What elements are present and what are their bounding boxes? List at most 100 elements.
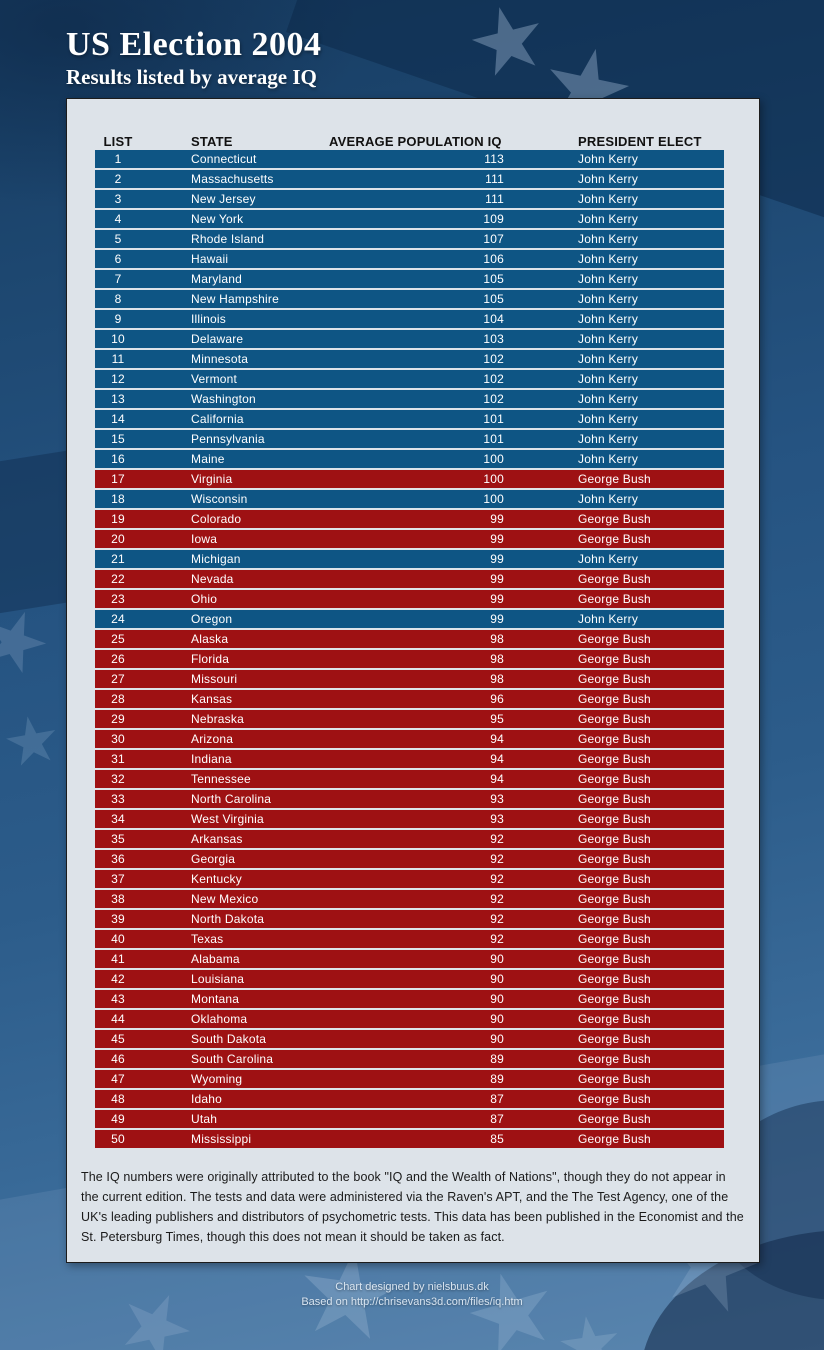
row-rank: 2 bbox=[114, 172, 122, 186]
table-row: 22 Nevada 99 George Bush bbox=[95, 570, 724, 588]
row-president: George Bush bbox=[578, 852, 651, 866]
row-iq: 92 bbox=[490, 912, 504, 926]
results-rows: 1 Connecticut 113 John Kerry 2 Massachus… bbox=[95, 150, 724, 1150]
page-title: US Election 2004 bbox=[66, 26, 322, 63]
row-iq: 90 bbox=[490, 1012, 504, 1026]
row-rank: 22 bbox=[111, 572, 125, 586]
row-rank: 14 bbox=[111, 412, 125, 426]
table-row: 5 Rhode Island 107 John Kerry bbox=[95, 230, 724, 248]
row-rank: 45 bbox=[111, 1032, 125, 1046]
row-iq: 85 bbox=[490, 1132, 504, 1146]
row-president: John Kerry bbox=[578, 372, 639, 386]
row-state: West Virginia bbox=[191, 812, 264, 826]
row-state: New York bbox=[191, 212, 244, 226]
row-rank: 19 bbox=[111, 512, 125, 526]
table-row: 4 New York 109 John Kerry bbox=[95, 210, 724, 228]
row-president: George Bush bbox=[578, 992, 651, 1006]
row-iq: 103 bbox=[483, 332, 504, 346]
row-iq: 102 bbox=[483, 372, 504, 386]
row-rank: 21 bbox=[111, 552, 125, 566]
title-block: US Election 2004 Results listed by avera… bbox=[66, 26, 321, 90]
table-row: 16 Maine 100 John Kerry bbox=[95, 450, 724, 468]
row-state: Mississippi bbox=[191, 1132, 252, 1146]
row-rank: 23 bbox=[111, 592, 125, 606]
row-rank: 38 bbox=[111, 892, 125, 906]
row-president: George Bush bbox=[578, 812, 651, 826]
row-rank: 33 bbox=[111, 792, 125, 806]
row-rank: 28 bbox=[111, 692, 125, 706]
row-president: George Bush bbox=[578, 932, 651, 946]
table-row: 23 Ohio 99 George Bush bbox=[95, 590, 724, 608]
table-row: 36 Georgia 92 George Bush bbox=[95, 850, 724, 868]
row-iq: 87 bbox=[490, 1112, 504, 1126]
row-rank: 11 bbox=[111, 352, 125, 366]
row-iq: 107 bbox=[483, 232, 504, 246]
column-header-list: LIST bbox=[103, 134, 133, 149]
row-president: George Bush bbox=[578, 472, 651, 486]
row-president: George Bush bbox=[578, 752, 651, 766]
table-row: 9 Illinois 104 John Kerry bbox=[95, 310, 724, 328]
row-state: Minnesota bbox=[191, 352, 249, 366]
row-president: George Bush bbox=[578, 1072, 651, 1086]
row-president: George Bush bbox=[578, 572, 651, 586]
row-president: John Kerry bbox=[578, 312, 639, 326]
row-rank: 25 bbox=[111, 632, 125, 646]
row-state: South Carolina bbox=[191, 1052, 274, 1066]
row-rank: 31 bbox=[111, 752, 125, 766]
row-rank: 20 bbox=[111, 532, 125, 546]
row-rank: 3 bbox=[114, 192, 122, 206]
table-row: 1 Connecticut 113 John Kerry bbox=[95, 150, 724, 168]
row-rank: 27 bbox=[111, 672, 125, 686]
row-rank: 1 bbox=[114, 152, 122, 166]
table-row: 2 Massachusetts 111 John Kerry bbox=[95, 170, 724, 188]
table-row: 6 Hawaii 106 John Kerry bbox=[95, 250, 724, 268]
row-rank: 50 bbox=[111, 1132, 125, 1146]
row-president: George Bush bbox=[578, 912, 651, 926]
row-iq: 104 bbox=[483, 312, 504, 326]
row-state: Alaska bbox=[191, 632, 229, 646]
row-iq: 89 bbox=[490, 1072, 504, 1086]
table-row: 30 Arizona 94 George Bush bbox=[95, 730, 724, 748]
row-rank: 16 bbox=[111, 452, 125, 466]
table-row: 33 North Carolina 93 George Bush bbox=[95, 790, 724, 808]
table-row: 43 Montana 90 George Bush bbox=[95, 990, 724, 1008]
table-row: 7 Maryland 105 John Kerry bbox=[95, 270, 724, 288]
row-president: George Bush bbox=[578, 732, 651, 746]
row-state: Arizona bbox=[191, 732, 234, 746]
row-iq: 94 bbox=[490, 752, 504, 766]
row-state: California bbox=[191, 412, 244, 426]
table-row: 38 New Mexico 92 George Bush bbox=[95, 890, 724, 908]
table-row: 49 Utah 87 George Bush bbox=[95, 1110, 724, 1128]
row-iq: 94 bbox=[490, 732, 504, 746]
row-state: Nevada bbox=[191, 572, 234, 586]
row-state: New Hampshire bbox=[191, 292, 279, 306]
row-president: John Kerry bbox=[578, 212, 639, 226]
row-president: George Bush bbox=[578, 632, 651, 646]
row-president: John Kerry bbox=[578, 272, 639, 286]
table-row: 45 South Dakota 90 George Bush bbox=[95, 1030, 724, 1048]
row-state: Idaho bbox=[191, 1092, 223, 1106]
row-iq: 99 bbox=[490, 552, 504, 566]
row-rank: 13 bbox=[111, 392, 125, 406]
row-state: Vermont bbox=[191, 372, 238, 386]
row-president: George Bush bbox=[578, 952, 651, 966]
row-iq: 111 bbox=[485, 172, 504, 186]
row-president: George Bush bbox=[578, 532, 651, 546]
table-row: 32 Tennessee 94 George Bush bbox=[95, 770, 724, 788]
row-rank: 44 bbox=[111, 1012, 125, 1026]
row-state: Michigan bbox=[191, 552, 241, 566]
row-rank: 36 bbox=[111, 852, 125, 866]
row-iq: 98 bbox=[490, 672, 504, 686]
row-president: George Bush bbox=[578, 972, 651, 986]
row-iq: 92 bbox=[490, 892, 504, 906]
row-state: Hawaii bbox=[191, 252, 229, 266]
row-iq: 99 bbox=[490, 512, 504, 526]
row-state: Connecticut bbox=[191, 152, 257, 166]
row-iq: 98 bbox=[490, 652, 504, 666]
row-iq: 99 bbox=[490, 572, 504, 586]
row-president: George Bush bbox=[578, 1012, 651, 1026]
row-state: Pennsylvania bbox=[191, 432, 265, 446]
row-iq: 92 bbox=[490, 832, 504, 846]
table-row: 29 Nebraska 95 George Bush bbox=[95, 710, 724, 728]
